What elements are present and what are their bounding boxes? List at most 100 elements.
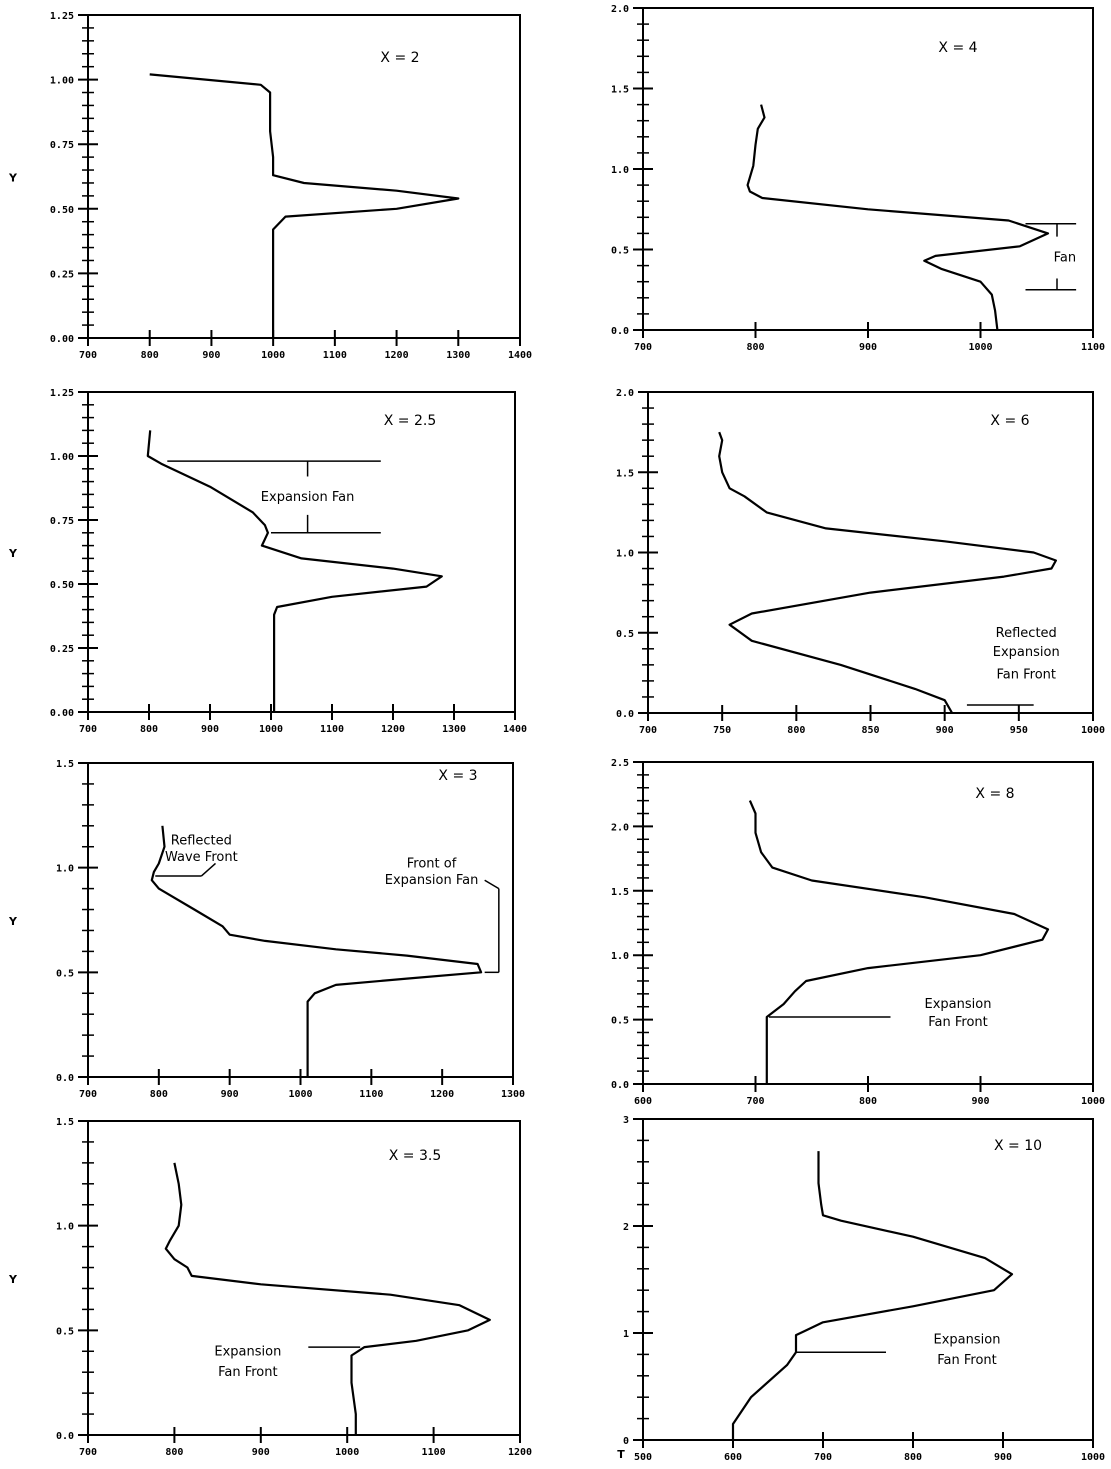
panel-5-xtick-label: 1300 [501, 1089, 525, 1100]
panel-1-xtick-label: 800 [141, 350, 159, 361]
panel-2-xtick-label: 700 [634, 342, 652, 353]
panel-4-xtick-label: 950 [1010, 725, 1028, 736]
panel-7-series-1 [164, 1162, 491, 1435]
panel-4-xtick-label: 1000 [1081, 725, 1105, 736]
panel-5-leader-2 [200, 862, 216, 877]
panel-6-xtick-label: 600 [634, 1096, 652, 1107]
panel-5-ytick-label: 1.0 [56, 864, 74, 875]
panel-7-ytick-label: 1.5 [56, 1117, 74, 1128]
panel-7-ytick-label: 1.0 [56, 1222, 74, 1233]
panel-7-xtick-label: 800 [165, 1447, 183, 1458]
panel-6-ytick-label: 2.5 [611, 758, 629, 769]
panel-4-ytick-label: 1.5 [616, 468, 634, 479]
panel-8-xtick-label: 700 [814, 1452, 832, 1463]
panel-7-title: X = 3.5 [389, 1148, 442, 1164]
panel-1-ylabel: Y [8, 172, 18, 185]
panel-3-ytick-label: 0.00 [50, 708, 74, 719]
panel-2-xtick-label: 1000 [968, 342, 992, 353]
panel-5-frame [87, 762, 514, 1078]
panel-8-frame [642, 1118, 1094, 1441]
panel-1-xtick-label: 1100 [323, 350, 347, 361]
panel-6-ytick-label: 0.5 [611, 1016, 629, 1027]
panel-1-ytick-label: 0.50 [50, 205, 74, 216]
panel-2-series-1 [746, 104, 1050, 331]
panel-1-series-1 [149, 73, 460, 338]
panel-6-xtick-label: 1000 [1081, 1096, 1105, 1107]
panel-7-xtick-label: 1000 [335, 1447, 359, 1458]
panel-3-ytick-label: 0.25 [50, 644, 74, 655]
panel-3-xtick-label: 1200 [381, 724, 405, 735]
panel-5-leader-5 [484, 879, 500, 890]
panel-3-frame [87, 391, 516, 713]
panel-4-xtick-label: 800 [787, 725, 805, 736]
panel-5-series-1 [150, 825, 483, 1077]
panel-5-annotation-3: Front of [407, 856, 457, 871]
panel-4-xtick-label: 850 [861, 725, 879, 736]
panel-6-title: X = 8 [975, 786, 1014, 802]
panel-8-annotation-1: Expansion [934, 1332, 1001, 1347]
panel-8-xtick-label: 1000 [1081, 1452, 1105, 1463]
panel-3-ytick-label: 0.75 [50, 516, 74, 527]
panel-7-xtick-label: 1200 [508, 1447, 532, 1458]
panel-5-ytick-label: 0.5 [56, 968, 74, 979]
panel-7-frame [87, 1120, 521, 1436]
panel-8-ytick-label: 3 [623, 1115, 629, 1126]
panel-7-xtick-label: 900 [252, 1447, 270, 1458]
panel-3-annotation-1: Expansion Fan [261, 490, 355, 505]
panel-6-ytick-label: 1.5 [611, 887, 629, 898]
panel-4-title: X = 6 [990, 413, 1029, 429]
panel-4-annotation-1: Reflected [996, 626, 1057, 641]
panel-6-frame [642, 761, 1094, 1085]
panel-5-title: X = 3 [438, 768, 477, 784]
panel-4-ytick-label: 0.0 [616, 709, 634, 720]
panel-8-xtick-label: 800 [904, 1452, 922, 1463]
panel-5-xtick-label: 1000 [288, 1089, 312, 1100]
panel-1-xtick-label: 1200 [385, 350, 409, 361]
panel-8-title: X = 10 [994, 1138, 1042, 1154]
panel-5-ytick-label: 0.0 [56, 1073, 74, 1084]
panel-6-xtick-label: 800 [859, 1096, 877, 1107]
panel-3-title: X = 2.5 [384, 413, 437, 429]
panel-6-xtick-label: 900 [971, 1096, 989, 1107]
panel-8-ytick-label: 2 [623, 1222, 629, 1233]
panel-8-ytick-label: 1 [623, 1329, 629, 1340]
panel-4-annotation-2: Expansion [993, 645, 1060, 660]
panel-3-xtick-label: 900 [201, 724, 219, 735]
panel-5-xtick-label: 700 [79, 1089, 97, 1100]
panel-1-xtick-label: 1300 [446, 350, 470, 361]
panel-3-xtick-label: 1400 [503, 724, 527, 735]
panel-8-xtick-label: 500 [634, 1452, 652, 1463]
panel-7-ylabel: Y [8, 1273, 18, 1286]
panel-2-ytick-label: 1.0 [611, 165, 629, 176]
panel-4-annotation-3: Fan Front [996, 667, 1056, 682]
panel-3-ytick-label: 1.00 [50, 452, 74, 463]
panel-1-ytick-label: 0.25 [50, 269, 74, 280]
panel-2-ytick-label: 0.0 [611, 326, 629, 337]
panel-2-xtick-label: 900 [859, 342, 877, 353]
panel-6-ytick-label: 2.0 [611, 822, 629, 833]
panel-4-xtick-label: 700 [639, 725, 657, 736]
panel-3-xtick-label: 1000 [259, 724, 283, 735]
panel-4-series-1 [718, 431, 1058, 714]
panel-2-frame [642, 7, 1094, 331]
panel-5-xtick-label: 900 [221, 1089, 239, 1100]
panel-8-xtick-label: 900 [994, 1452, 1012, 1463]
panel-2-annotation-1: Fan [1054, 251, 1077, 266]
panel-2-ytick-label: 0.5 [611, 246, 629, 257]
panel-8-xlabel: T [617, 1448, 625, 1461]
panel-1-xtick-label: 900 [202, 350, 220, 361]
panel-7-ytick-label: 0.5 [56, 1326, 74, 1337]
panel-4-xtick-label: 750 [713, 725, 731, 736]
panel-5-xtick-label: 1200 [430, 1089, 454, 1100]
panel-8-series-1 [731, 1151, 1014, 1440]
panel-3-xtick-label: 1300 [442, 724, 466, 735]
panel-1-xtick-label: 1400 [508, 350, 532, 361]
panel-5-ylabel: Y [8, 915, 18, 928]
panel-7-ytick-label: 0.0 [56, 1431, 74, 1442]
panel-3-ytick-label: 0.50 [50, 580, 74, 591]
panel-2-ytick-label: 2.0 [611, 4, 629, 15]
panel-3-ytick-label: 1.25 [50, 388, 74, 399]
panel-3-xtick-label: 1100 [320, 724, 344, 735]
panel-1-ytick-label: 0.00 [50, 334, 74, 345]
